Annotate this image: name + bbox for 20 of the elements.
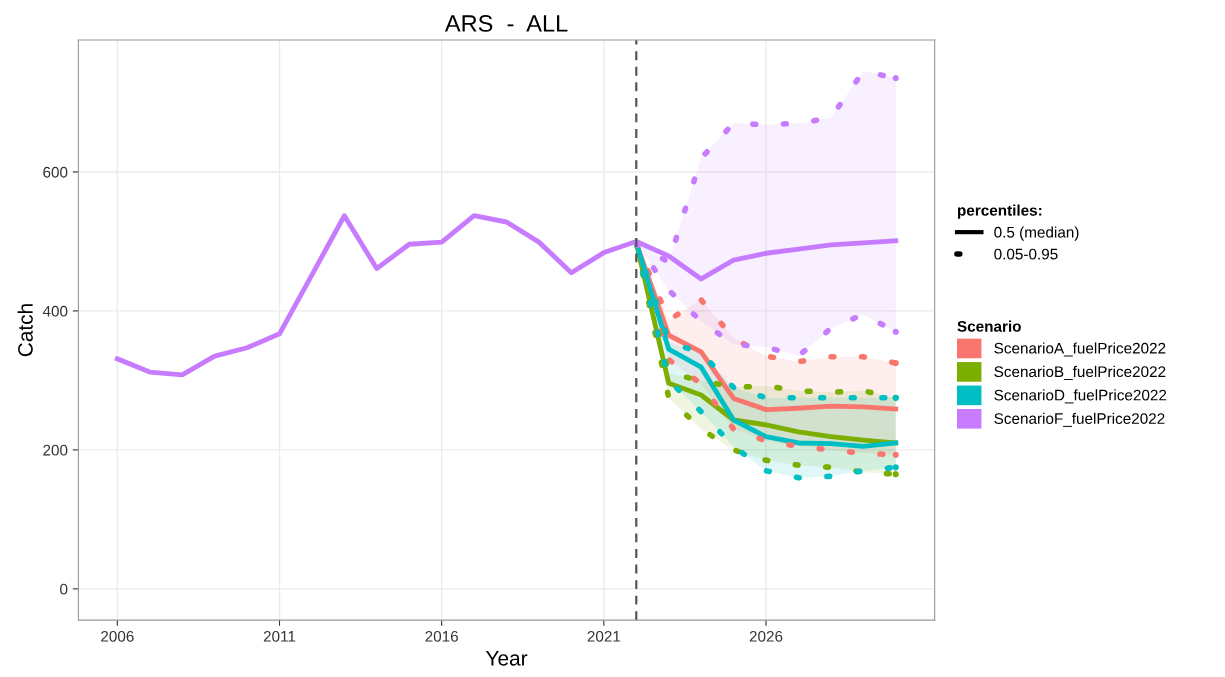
text: 0.5 (median) [994, 226, 1079, 241]
legend-label: ScenarioA_fuelPrice2022 [994, 342, 1166, 357]
chart-title: ARS - ALL [444, 15, 568, 32]
x-tick-label: 2026 [749, 630, 783, 642]
legend-title: Scenario [957, 320, 1021, 332]
x-tick-label: 2006 [101, 630, 134, 642]
x-axis-title: Year [485, 651, 528, 666]
legend-label: ScenarioD_fuelPrice2022 [994, 389, 1167, 404]
text: percentiles: [958, 204, 1042, 219]
y-tick-label: 400 [42, 305, 68, 317]
x-tick-label: 2021 [587, 630, 621, 642]
x-tick-label: 2016 [425, 630, 458, 642]
y-tick-label: 200 [43, 444, 68, 456]
y-axis-title: Catch [17, 304, 33, 357]
x-tick-label: 2011 [263, 630, 296, 642]
y-tick-label: 0 [60, 583, 68, 595]
y-tick-label: 600 [43, 166, 68, 178]
legend-label: ScenarioB_fuelPrice2022 [994, 365, 1166, 380]
legend-label: ScenarioF_fuelPrice2022 [994, 412, 1165, 427]
text: 0.05-0.95 [994, 248, 1058, 260]
